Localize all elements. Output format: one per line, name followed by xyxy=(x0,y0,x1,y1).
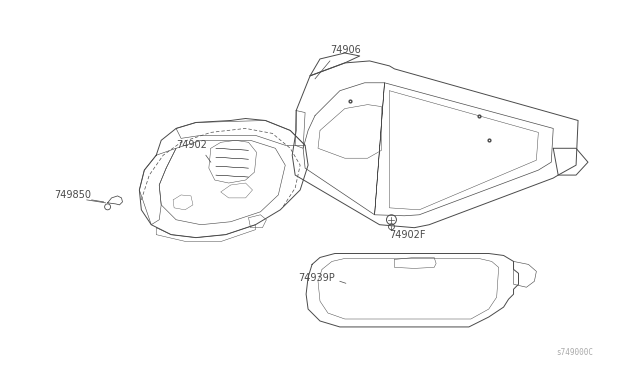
Text: 74906: 74906 xyxy=(330,45,361,55)
Text: s749000C: s749000C xyxy=(556,348,593,357)
Text: 749850: 749850 xyxy=(54,190,91,200)
Text: 74902: 74902 xyxy=(176,140,207,150)
Text: 74939P: 74939P xyxy=(298,273,335,283)
Text: 74902F: 74902F xyxy=(390,230,426,240)
